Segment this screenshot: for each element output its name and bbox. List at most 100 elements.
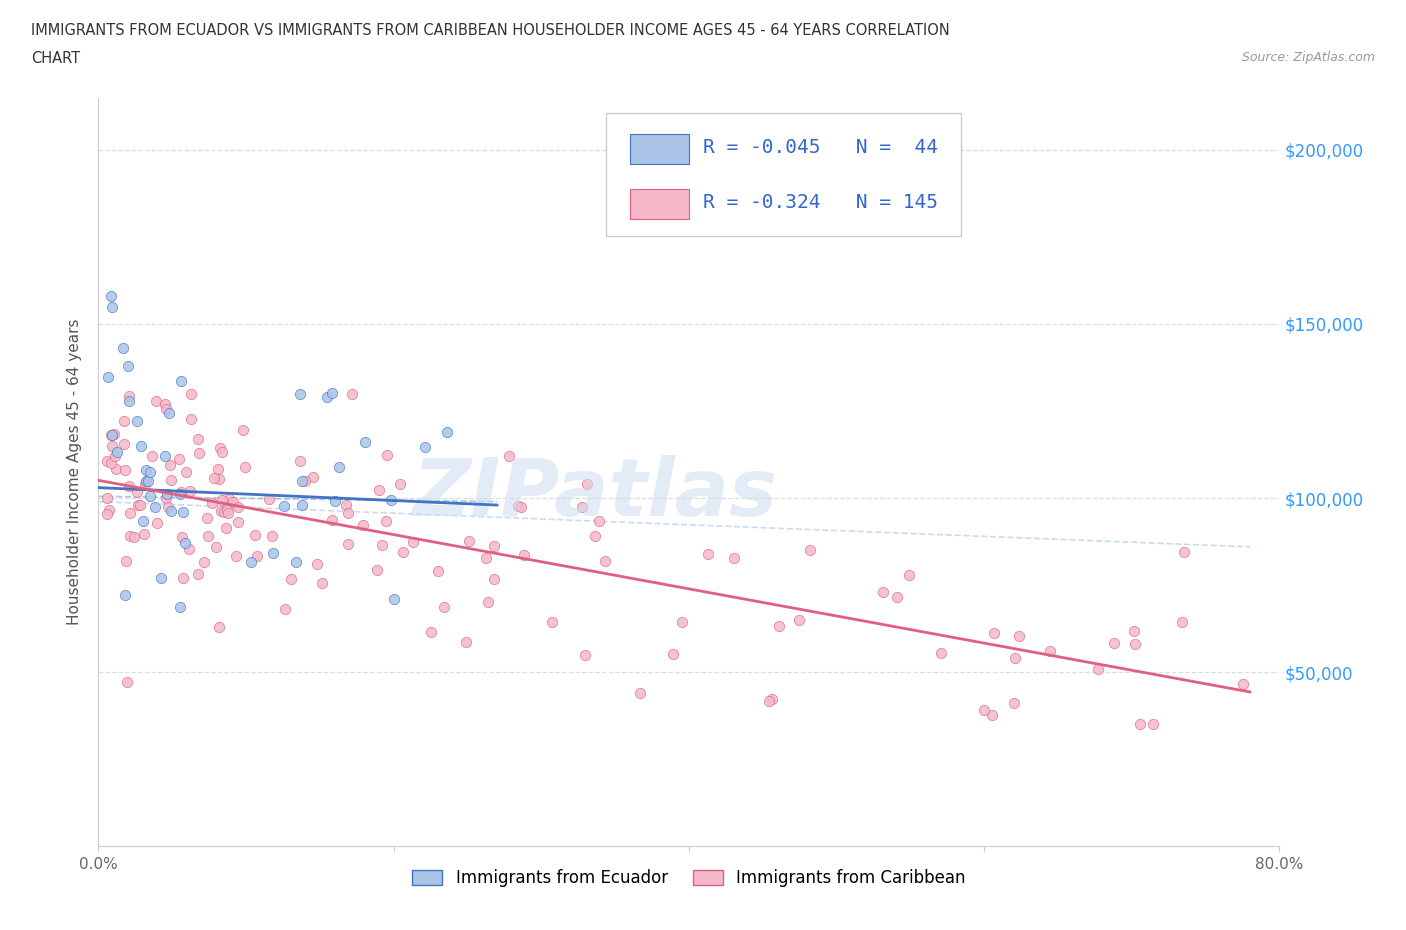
Point [389,477,412,492]
Point [156,499,179,514]
Point [886,590,908,604]
Point [169,486,191,501]
Point [100,428,122,443]
Point [1002,696,1025,711]
Point [157,405,180,420]
Point [484,538,506,553]
Point [243,527,266,542]
Point [897,567,920,582]
Point [512,548,534,563]
Point [1170,615,1192,630]
Point [122,529,145,544]
Point [758,693,780,708]
Point [131,513,153,528]
Point [131,438,153,453]
Point [787,612,810,627]
Point [115,553,138,568]
Point [118,393,141,408]
Point [100,456,122,471]
Point [290,386,312,401]
Point [156,486,179,501]
Point [1142,717,1164,732]
Point [127,485,149,499]
Point [337,537,360,551]
Point [311,576,333,591]
Point [170,530,193,545]
Point [207,462,229,477]
Point [307,557,329,572]
Point [498,448,520,463]
Point [723,551,745,565]
Text: R = -0.045   N =  44: R = -0.045 N = 44 [703,139,938,157]
Point [571,499,593,514]
Point [176,465,198,480]
Point [506,498,529,513]
Point [588,513,610,528]
Point [384,591,406,606]
Point [628,685,651,700]
Point [141,449,163,464]
Point [477,594,499,609]
Point [217,505,239,520]
Point [432,600,454,615]
Point [118,389,141,404]
Point [100,428,122,443]
Point [202,471,225,485]
Point [159,473,181,488]
Point [101,438,124,453]
Point [103,427,125,442]
Bar [630,134,689,165]
Point [973,703,995,718]
Point [97,369,120,384]
Point [321,386,343,401]
Point [380,492,402,507]
Point [291,473,314,488]
Point [1122,623,1144,638]
Point [302,470,325,485]
Point [114,587,136,602]
Point [233,459,256,474]
Point [1123,637,1146,652]
Point [1232,676,1254,691]
Point [112,413,135,428]
Point [1129,717,1152,732]
Point [118,479,141,494]
Point [118,528,141,543]
Point [117,358,139,373]
Point [454,634,477,649]
Point [118,506,141,521]
Point [321,512,343,527]
Point [96,491,118,506]
Point [323,494,346,509]
Point [195,511,218,525]
Point [1039,644,1062,658]
Point [169,600,191,615]
Point [153,397,176,412]
Point [983,625,1005,640]
Point [218,492,240,507]
Point [768,618,790,633]
Point [225,549,247,564]
Point [96,453,118,468]
Point [143,499,166,514]
Point [208,441,231,456]
Point [174,536,197,551]
Point [149,570,172,585]
Point [187,432,209,446]
Point [1173,544,1195,559]
Point [104,461,127,476]
Point [226,514,249,529]
Point [482,572,505,587]
Point [696,546,718,561]
Point [291,498,314,512]
Point [290,454,312,469]
Point [595,553,617,568]
Point [226,499,249,514]
Point [475,551,498,565]
Point [391,545,413,560]
Point [1004,651,1026,666]
Point [457,534,479,549]
Point [135,473,157,488]
Point [135,463,157,478]
Point [280,572,302,587]
